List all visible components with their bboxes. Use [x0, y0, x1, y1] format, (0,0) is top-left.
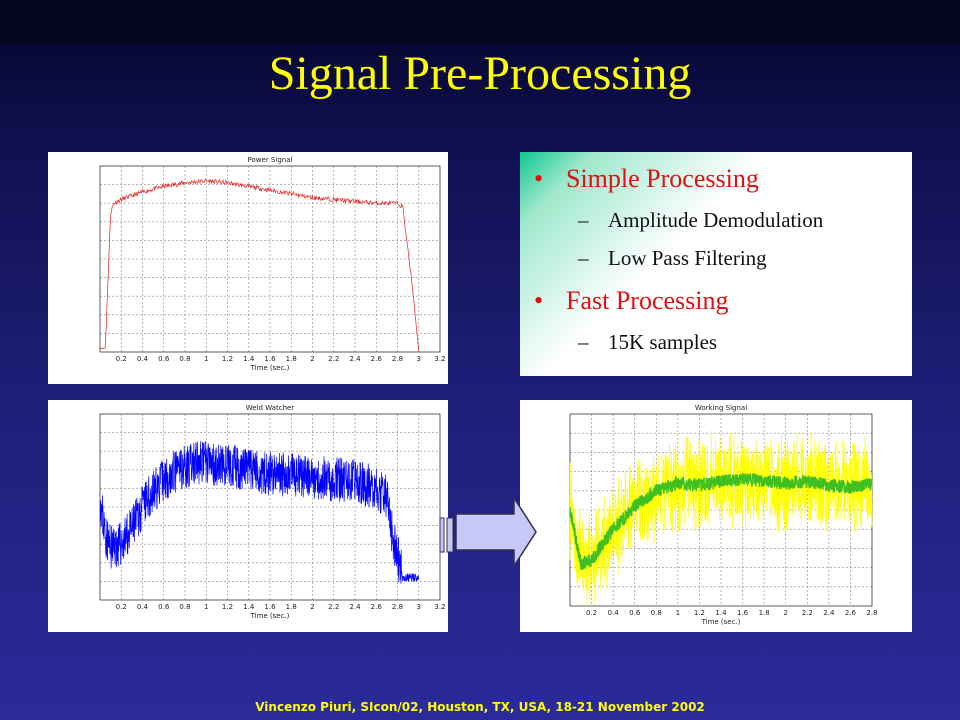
x-tick-label: 1.2 [222, 355, 233, 363]
working-signal-panel: Working Signal 0.2 0.4 0.6 0.8 1 1.2 1.4 1.6 1.8 2… [520, 400, 912, 632]
x-tick-label: 1.4 [243, 603, 255, 611]
x-tick-label: 2.8 [392, 603, 403, 611]
working-signal-chart: Working Signal 0.2 0.4 0.6 0.8 1 1.2 1.4 1.6 1.8 2… [569, 404, 878, 626]
x-tick-label: 2.4 [349, 355, 361, 363]
x-tick-label: 1.8 [286, 355, 297, 363]
x-tick-label: 2.4 [823, 609, 835, 617]
x-tick-label: 3 [417, 603, 421, 611]
chart-title: Working Signal [695, 404, 747, 412]
x-tick-label: 1.6 [737, 609, 749, 617]
x-tick-label: 0.4 [137, 603, 149, 611]
x-tick-label: 3 [417, 355, 421, 363]
x-tick-label: 2.2 [328, 355, 339, 363]
x-tick-label: 1.6 [264, 355, 276, 363]
bullet-simple-processing: • Simple Processing [534, 164, 759, 193]
series-line [99, 440, 420, 584]
x-tick-label: 2.2 [328, 603, 339, 611]
subitem-label: Amplitude Demodulation [608, 208, 824, 232]
plot-frame [99, 413, 441, 601]
x-tick-label: 1.2 [222, 603, 233, 611]
weld-watcher-chart: Weld Watcher 0.2 0.4 0.6 0.8 1 1.2 1.4 1.6 1.8 2 2.… [99, 404, 446, 620]
series-line [569, 472, 873, 571]
chart-title: Power Signal [248, 156, 293, 164]
x-tick-label: 0.8 [179, 603, 190, 611]
subitem-15k-samples: –15K samples [578, 330, 718, 354]
x-tick-label: 0.4 [137, 355, 149, 363]
x-tick-label: 0.2 [116, 355, 127, 363]
x-tick-label: 3.2 [434, 355, 445, 363]
x-tick-label: 2.6 [371, 355, 383, 363]
bullet-label: Simple Processing [566, 164, 759, 193]
x-tick-label: 0.8 [651, 609, 662, 617]
plot-frame [99, 165, 441, 353]
x-tick-label: 1.8 [286, 603, 297, 611]
chart-title: Weld Watcher [246, 404, 295, 412]
x-axis-label: Time (sec.) [701, 618, 741, 626]
x-tick-label: 2 [310, 603, 314, 611]
x-tick-label: 1.4 [715, 609, 727, 617]
x-tick-label: 1 [676, 609, 680, 617]
x-tick-label: 0.6 [158, 603, 170, 611]
subitem-label: Low Pass Filtering [608, 246, 767, 270]
x-tick-label: 2 [310, 355, 314, 363]
x-tick-label: 1.2 [694, 609, 705, 617]
power-signal-panel: Power Signal 0.2 0.4 0.6 0.8 1 1.2 1.4 1.6 1.8 2 2.… [48, 152, 448, 384]
x-tick-label: 2.6 [845, 609, 857, 617]
right-arrow-icon [439, 496, 537, 568]
x-tick-label: 2.8 [392, 355, 403, 363]
x-tick-label: 0.2 [116, 603, 127, 611]
x-tick-label: 0.2 [586, 609, 597, 617]
series-line [99, 178, 420, 352]
x-tick-label: 1 [204, 355, 208, 363]
x-tick-label: 0.4 [608, 609, 620, 617]
x-tick-label: 2.2 [802, 609, 813, 617]
bullet-box: • Simple Processing – Amplitude Demodulati… [520, 152, 912, 376]
footer-credit: Vincenzo Piuri, SIcon/02, Houston, TX, U… [255, 700, 705, 714]
x-axis-label: Time (sec.) [250, 364, 290, 372]
power-signal-chart: Power Signal 0.2 0.4 0.6 0.8 1 1.2 1.4 1.6 1.8 2 2.… [99, 156, 446, 372]
bullet-label: Fast Processing [566, 286, 729, 315]
subitem-amplitude-demodulation: – Amplitude Demodulation [578, 208, 824, 232]
x-tick-label: 1.4 [243, 355, 255, 363]
top-bar [0, 0, 960, 44]
x-tick-label: 0.8 [179, 355, 190, 363]
subitem-low-pass-filtering: – Low Pass Filtering [578, 246, 767, 270]
x-tick-label: 1.8 [759, 609, 770, 617]
bullet-fast-processing: • Fast Processing [534, 286, 729, 315]
x-tick-label: 2.8 [866, 609, 877, 617]
series-line [569, 430, 873, 607]
page-title: Signal Pre-Processing [268, 47, 692, 100]
x-axis-label: Time (sec.) [250, 612, 290, 620]
weld-watcher-panel: Weld Watcher 0.2 0.4 0.6 0.8 1 1.2 1.4 1.6 1.8 2 2.… [48, 400, 448, 632]
x-tick-label: 3.2 [434, 603, 445, 611]
x-tick-label: 2.4 [349, 603, 361, 611]
x-tick-label: 2.6 [371, 603, 383, 611]
subitem-label: 15K samples [608, 330, 718, 354]
x-tick-label: 1.6 [264, 603, 276, 611]
x-tick-label: 2 [783, 609, 787, 617]
x-tick-label: 1 [204, 603, 208, 611]
x-tick-label: 0.6 [629, 609, 641, 617]
x-tick-label: 0.6 [158, 355, 170, 363]
